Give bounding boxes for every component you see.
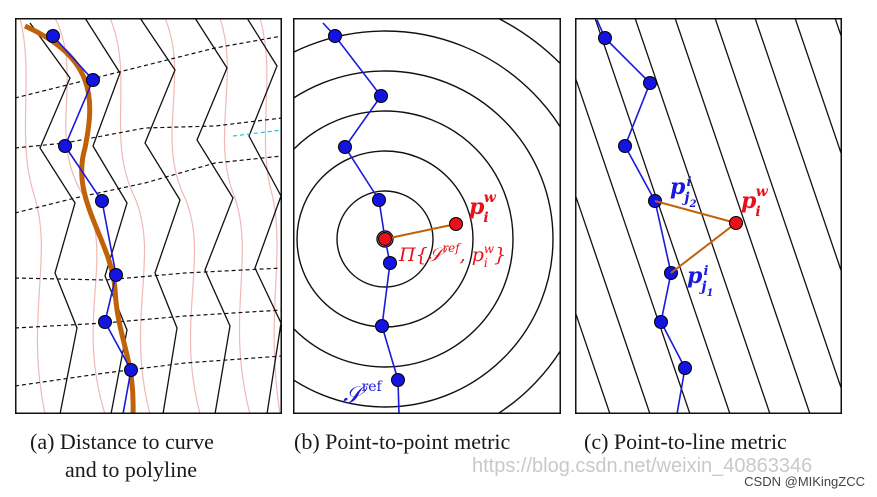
polyline-vertices	[46, 29, 138, 377]
caption-c: (c) Point-to-line metric	[584, 429, 787, 454]
panel-b-frame	[293, 18, 561, 414]
panel-b: piw Π{𝒮ref, piw} 𝒮ref	[293, 18, 561, 414]
polyline-vertices	[328, 29, 405, 387]
caption-a-line1: (a) Distance to curve	[30, 429, 214, 454]
reference-polyline	[52, 35, 132, 414]
reference-polyline	[322, 22, 400, 414]
panel-a-frame	[15, 18, 282, 414]
dashed-transverse-lines	[15, 35, 282, 387]
panel-b-figure: piw Π{𝒮ref, piw} 𝒮ref	[293, 18, 561, 414]
concentric-circles	[293, 18, 561, 414]
panel-a-figure	[15, 18, 282, 414]
pink-level-curves	[19, 18, 281, 414]
panel-c-figure: piw pj2i pj1i	[575, 18, 842, 414]
panel-c-frame	[575, 18, 842, 414]
projection-point	[378, 232, 392, 246]
query-point	[449, 217, 463, 231]
query-point	[729, 216, 743, 230]
panel-c: piw pj2i pj1i	[575, 18, 842, 414]
projection-label: Π{𝒮ref, piw}	[398, 241, 506, 270]
vertex-j2-label: pj2i	[670, 174, 696, 210]
caption-a: (a) Distance to curve and to polyline	[30, 428, 214, 484]
triangle-segments	[654, 200, 737, 274]
projection-segment	[384, 223, 457, 240]
watermark-url: https://blog.csdn.net/weixin_40863346	[472, 455, 813, 477]
credit-label: CSDN @MIKingZCC	[744, 474, 865, 489]
reference-label: 𝒮ref	[343, 379, 384, 409]
reference-polyline	[596, 19, 686, 414]
vertex-j1-label: pj1i	[687, 263, 713, 299]
caption-b: (b) Point-to-point metric	[294, 429, 511, 454]
reference-curve	[23, 23, 136, 414]
cyan-dashed-line	[232, 129, 282, 137]
query-point-label: piw	[741, 184, 769, 220]
polyline-vertices	[598, 31, 692, 375]
caption-a-line2: and to polyline	[65, 457, 197, 482]
query-point-label: piw	[469, 190, 497, 226]
parallel-lines	[575, 18, 842, 414]
panel-a	[15, 18, 282, 414]
